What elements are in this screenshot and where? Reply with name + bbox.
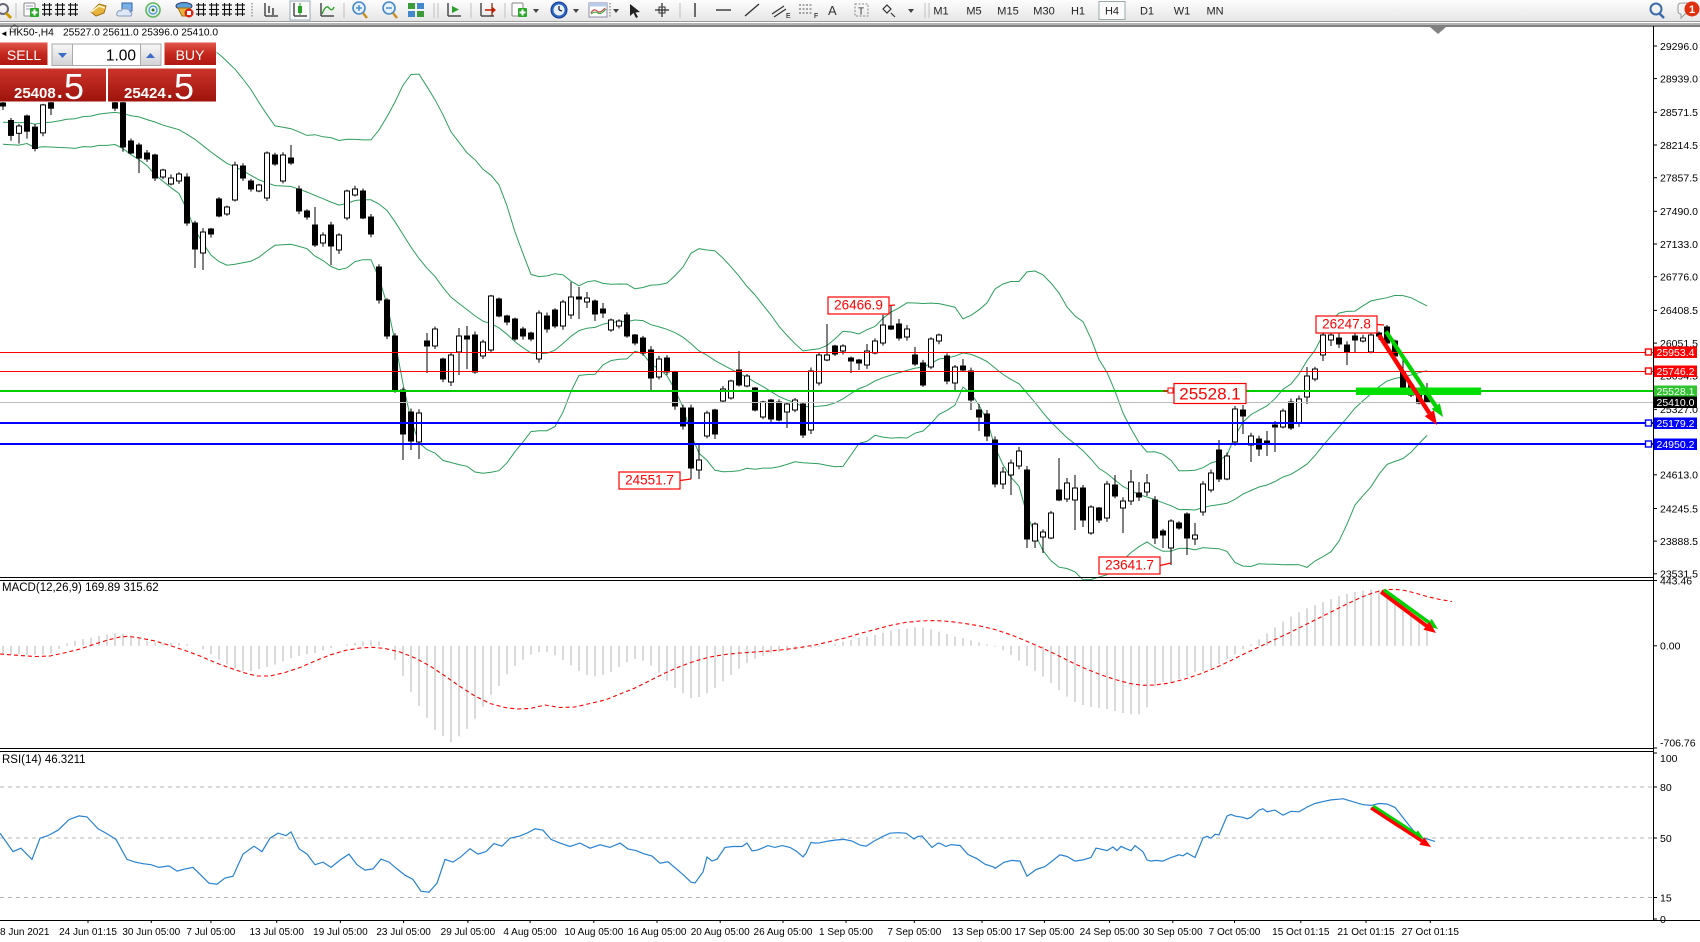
svg-text:SELL: SELL [7,47,41,63]
svg-text:17 Sep 05:00: 17 Sep 05:00 [1015,927,1075,938]
svg-text:27857.5: 27857.5 [1660,173,1698,185]
svg-text:26 Aug 05:00: 26 Aug 05:00 [754,927,813,938]
svg-text:30 Sep 05:00: 30 Sep 05:00 [1143,927,1203,938]
svg-text:23888.5: 23888.5 [1660,536,1698,548]
svg-text:24613.0: 24613.0 [1660,470,1698,482]
svg-text:24 Jun 01:15: 24 Jun 01:15 [59,927,117,938]
svg-text:BUY: BUY [176,47,205,63]
svg-text:10 Aug 05:00: 10 Aug 05:00 [564,927,623,938]
svg-text:1 Sep 05:00: 1 Sep 05:00 [819,927,873,938]
svg-text:H1: H1 [1071,6,1085,18]
svg-text:24 Sep 05:00: 24 Sep 05:00 [1080,927,1140,938]
svg-text:25424: 25424 [124,85,166,102]
svg-text:RSI(14) 46.3211: RSI(14) 46.3211 [2,754,86,766]
svg-text:M1: M1 [933,6,948,18]
svg-text:25528.1: 25528.1 [1657,386,1695,398]
svg-text:15: 15 [1660,892,1672,904]
svg-text:24950.2: 24950.2 [1657,439,1695,451]
svg-text:15 Oct 01:15: 15 Oct 01:15 [1272,927,1330,938]
svg-text:16 Aug 05:00: 16 Aug 05:00 [628,927,687,938]
svg-text:28571.5: 28571.5 [1660,107,1698,119]
svg-text:A: A [828,3,837,18]
svg-text:5: 5 [64,66,84,107]
svg-text:◄: ◄ [0,29,8,38]
svg-text:0: 0 [1660,914,1666,926]
svg-text:26776.0: 26776.0 [1660,272,1698,284]
svg-text:7 Sep 05:00: 7 Sep 05:00 [887,927,941,938]
svg-text:MACD(12,26,9) 169.89 315.62: MACD(12,26,9) 169.89 315.62 [2,582,159,594]
svg-text:23641.7: 23641.7 [1105,558,1154,573]
svg-text:26247.8: 26247.8 [1322,317,1371,332]
svg-text:27133.0: 27133.0 [1660,239,1698,251]
svg-text:MN: MN [1206,6,1223,18]
svg-text:20 Aug 05:00: 20 Aug 05:00 [691,927,750,938]
svg-text:25528.1: 25528.1 [1179,385,1240,404]
svg-text:-706.76: -706.76 [1660,738,1696,750]
svg-text:25746.2: 25746.2 [1657,366,1695,378]
svg-text:F: F [814,13,818,20]
svg-text:100: 100 [1660,753,1678,765]
svg-text:M5: M5 [966,6,981,18]
svg-text:M15: M15 [997,6,1018,18]
svg-text:W1: W1 [1174,6,1191,18]
svg-text:7 Oct 05:00: 7 Oct 05:00 [1209,927,1261,938]
svg-text:27490.0: 27490.0 [1660,206,1698,218]
svg-text:E: E [786,13,791,20]
svg-text:24245.5: 24245.5 [1660,503,1698,515]
svg-text:25179.2: 25179.2 [1657,418,1695,430]
svg-text:T: T [858,7,864,18]
svg-text:23 Jul 05:00: 23 Jul 05:00 [376,927,431,938]
svg-text:1.00: 1.00 [106,48,137,65]
svg-text:13 Jul 05:00: 13 Jul 05:00 [249,927,304,938]
svg-text:80: 80 [1660,782,1672,794]
svg-text:H4: H4 [1105,6,1119,18]
svg-text:D1: D1 [1140,6,1154,18]
svg-text:28939.0: 28939.0 [1660,73,1698,85]
svg-text:M30: M30 [1033,6,1054,18]
svg-text:19 Jul 05:00: 19 Jul 05:00 [313,927,368,938]
svg-text:28214.5: 28214.5 [1660,140,1698,152]
svg-text:.: . [167,81,173,103]
svg-text:4 Aug 05:00: 4 Aug 05:00 [503,927,557,938]
svg-text:24551.7: 24551.7 [625,473,674,488]
svg-text:29296.0: 29296.0 [1660,41,1698,53]
svg-text:1: 1 [1689,4,1695,16]
svg-text:25410.0: 25410.0 [1657,397,1695,409]
svg-text:27 Oct 01:15: 27 Oct 01:15 [1402,927,1460,938]
svg-text:5: 5 [174,66,194,107]
svg-text:26466.9: 26466.9 [834,298,883,313]
svg-text:50: 50 [1660,833,1672,845]
svg-text:8 Jun 2021: 8 Jun 2021 [0,927,50,938]
svg-text:25953.4: 25953.4 [1657,347,1695,359]
svg-text:29 Jul 05:00: 29 Jul 05:00 [441,927,496,938]
svg-text:13 Sep 05:00: 13 Sep 05:00 [952,927,1012,938]
svg-text:0.00: 0.00 [1660,641,1681,653]
svg-text:443.46: 443.46 [1660,575,1692,587]
svg-text:23531.5: 23531.5 [1660,569,1698,581]
svg-text:25408: 25408 [14,85,56,102]
svg-text:7 Jul 05:00: 7 Jul 05:00 [186,927,235,938]
svg-text:HK50-,H4: HK50-,H4 [9,28,54,39]
svg-text:25527.0 25611.0 25396.0 25410.: 25527.0 25611.0 25396.0 25410.0 [63,28,218,39]
svg-text:21 Oct 01:15: 21 Oct 01:15 [1337,927,1395,938]
svg-text:.: . [57,81,63,103]
svg-text:26408.5: 26408.5 [1660,305,1698,317]
svg-text:30 Jun 05:00: 30 Jun 05:00 [122,927,180,938]
